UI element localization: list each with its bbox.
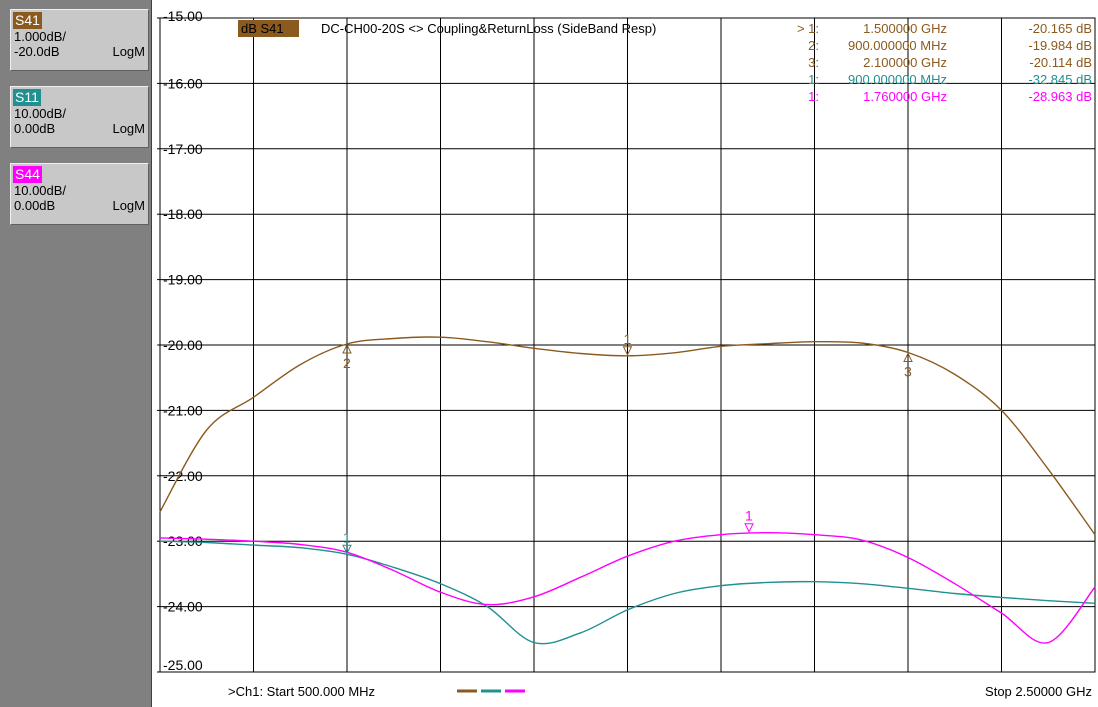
- trace-box-s44[interactable]: S44 10.00dB/ 0.00dB LogM: [10, 163, 149, 225]
- readout-frequency: 1.500000 GHz: [863, 21, 947, 36]
- trace-format-s11: LogM: [112, 121, 145, 136]
- readout-value: -19.984 dB: [1028, 38, 1092, 53]
- readout-marker-number: 3:: [808, 55, 819, 70]
- trace-scale-s11: 10.00dB/: [14, 106, 67, 121]
- trace-ref-s11: 0.00dB: [14, 121, 56, 136]
- y-tick-label: -22.00: [163, 468, 203, 484]
- trace-line-s11[interactable]: [159, 540, 1096, 645]
- trace-format-s44: LogM: [112, 198, 145, 213]
- marker-triangle-s41-3[interactable]: [903, 352, 913, 362]
- y-tick-label: -20.00: [163, 337, 203, 353]
- chart-title: DC-CH00-20S <> Coupling&ReturnLoss (Side…: [321, 21, 656, 36]
- readout-marker-number: 2:: [808, 38, 819, 53]
- y-tick-label: -21.00: [163, 402, 203, 418]
- y-tick-label: -15.00: [163, 8, 203, 24]
- readout-frequency: 2.100000 GHz: [863, 55, 947, 70]
- trace-box-s41[interactable]: S41 1.000dB/ -20.0dB LogM: [10, 9, 149, 71]
- trace-ref-s44: 0.00dB: [14, 198, 56, 213]
- footer-start-frequency: >Ch1: Start 500.000 MHz: [228, 684, 375, 699]
- readout-value: -20.114 dB: [1029, 55, 1092, 70]
- y-tick-label: -24.00: [163, 599, 203, 615]
- readout-marker-number: 1:: [808, 72, 819, 87]
- trace-format-s41: LogM: [112, 44, 145, 59]
- marker-label: 2: [343, 355, 351, 371]
- readout-frequency: 900.000000 MHz: [848, 38, 947, 53]
- trace-ref-s41: -20.0dB: [14, 44, 60, 59]
- y-tick-label: -19.00: [163, 272, 203, 288]
- footer-stop-frequency: Stop 2.50000 GHz: [985, 684, 1092, 699]
- marker-triangle-s41-2[interactable]: [342, 343, 352, 354]
- trace-box-s11[interactable]: S11 10.00dB/ 0.00dB LogM: [10, 86, 149, 148]
- trace-scale-s41: 1.000dB/: [14, 29, 67, 44]
- marker-label: 3: [904, 363, 912, 379]
- trace-tag-s41: S41: [13, 12, 42, 29]
- trace-tag-s11: S11: [13, 89, 41, 106]
- marker-label: 1: [745, 508, 753, 524]
- measurement-chart[interactable]: -15.00 -16.00 -17.00 -18.00 -19.00 -20.00 -21.…: [157, 0, 1098, 707]
- trace-line-s44[interactable]: [159, 531, 1096, 644]
- marker-label: 1: [343, 529, 351, 545]
- trace-scale-s44: 10.00dB/: [14, 183, 67, 198]
- sidebar-divider: [151, 0, 157, 707]
- marker-label: 1: [624, 331, 632, 347]
- reference-level-marker: [157, 344, 158, 346]
- y-tick-label: -18.00: [163, 206, 203, 222]
- readout-value: -20.165 dB: [1028, 21, 1092, 36]
- marker-triangle-s11-1[interactable]: [342, 544, 352, 555]
- readout-value: -28.963 dB: [1028, 89, 1092, 104]
- trace-sidebar: S41 1.000dB/ -20.0dB LogM S11 10.00dB/ 0…: [0, 0, 151, 707]
- y-tick-label: -16.00: [163, 75, 203, 91]
- readout-marker-number: 1:: [808, 89, 819, 104]
- readout-marker-number: 1:: [808, 21, 819, 36]
- active-trace-tag: dB S41: [241, 21, 284, 36]
- y-tick-label: -25.00: [163, 657, 203, 673]
- readout-active-indicator: >: [797, 21, 805, 36]
- trace-tag-s44: S44: [13, 166, 42, 183]
- marker-triangle-s41-1[interactable]: [622, 346, 633, 356]
- y-tick-label: -17.00: [163, 141, 203, 157]
- active-trace-tag-bg: [238, 20, 299, 37]
- readout-frequency: 900.000000 MHz: [848, 72, 947, 87]
- marker-triangle-s44-1[interactable]: [744, 523, 754, 533]
- readout-frequency: 1.760000 GHz: [863, 89, 947, 104]
- readout-value: -32.845 dB: [1028, 72, 1092, 87]
